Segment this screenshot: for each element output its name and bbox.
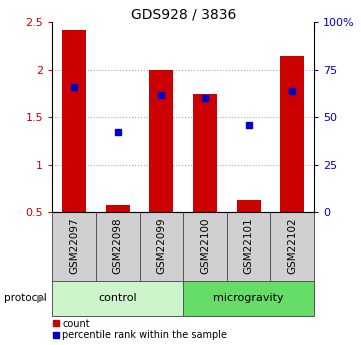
Bar	[52, 281, 183, 316]
Bar	[140, 212, 183, 281]
Text: GSM22102: GSM22102	[287, 217, 297, 274]
Text: ▶: ▶	[37, 294, 46, 303]
Bar	[62, 30, 86, 212]
Text: GSM22101: GSM22101	[244, 217, 254, 274]
Text: GSM22099: GSM22099	[156, 217, 166, 274]
Text: GSM22097: GSM22097	[69, 217, 79, 274]
Text: microgravity: microgravity	[213, 294, 284, 303]
Bar	[149, 70, 173, 212]
Bar	[52, 212, 96, 281]
Text: control: control	[99, 294, 137, 303]
Text: GSM22098: GSM22098	[113, 217, 123, 274]
Bar	[237, 200, 261, 212]
Bar	[96, 212, 140, 281]
Bar	[183, 281, 314, 316]
Bar	[280, 56, 304, 212]
Title: GDS928 / 3836: GDS928 / 3836	[131, 7, 236, 21]
Bar	[193, 93, 217, 212]
Bar	[270, 212, 314, 281]
Bar	[227, 212, 270, 281]
Text: GSM22100: GSM22100	[200, 217, 210, 274]
Legend: count, percentile rank within the sample: count, percentile rank within the sample	[52, 319, 227, 340]
Bar	[106, 205, 130, 212]
Bar	[183, 212, 227, 281]
Text: protocol: protocol	[4, 294, 46, 303]
